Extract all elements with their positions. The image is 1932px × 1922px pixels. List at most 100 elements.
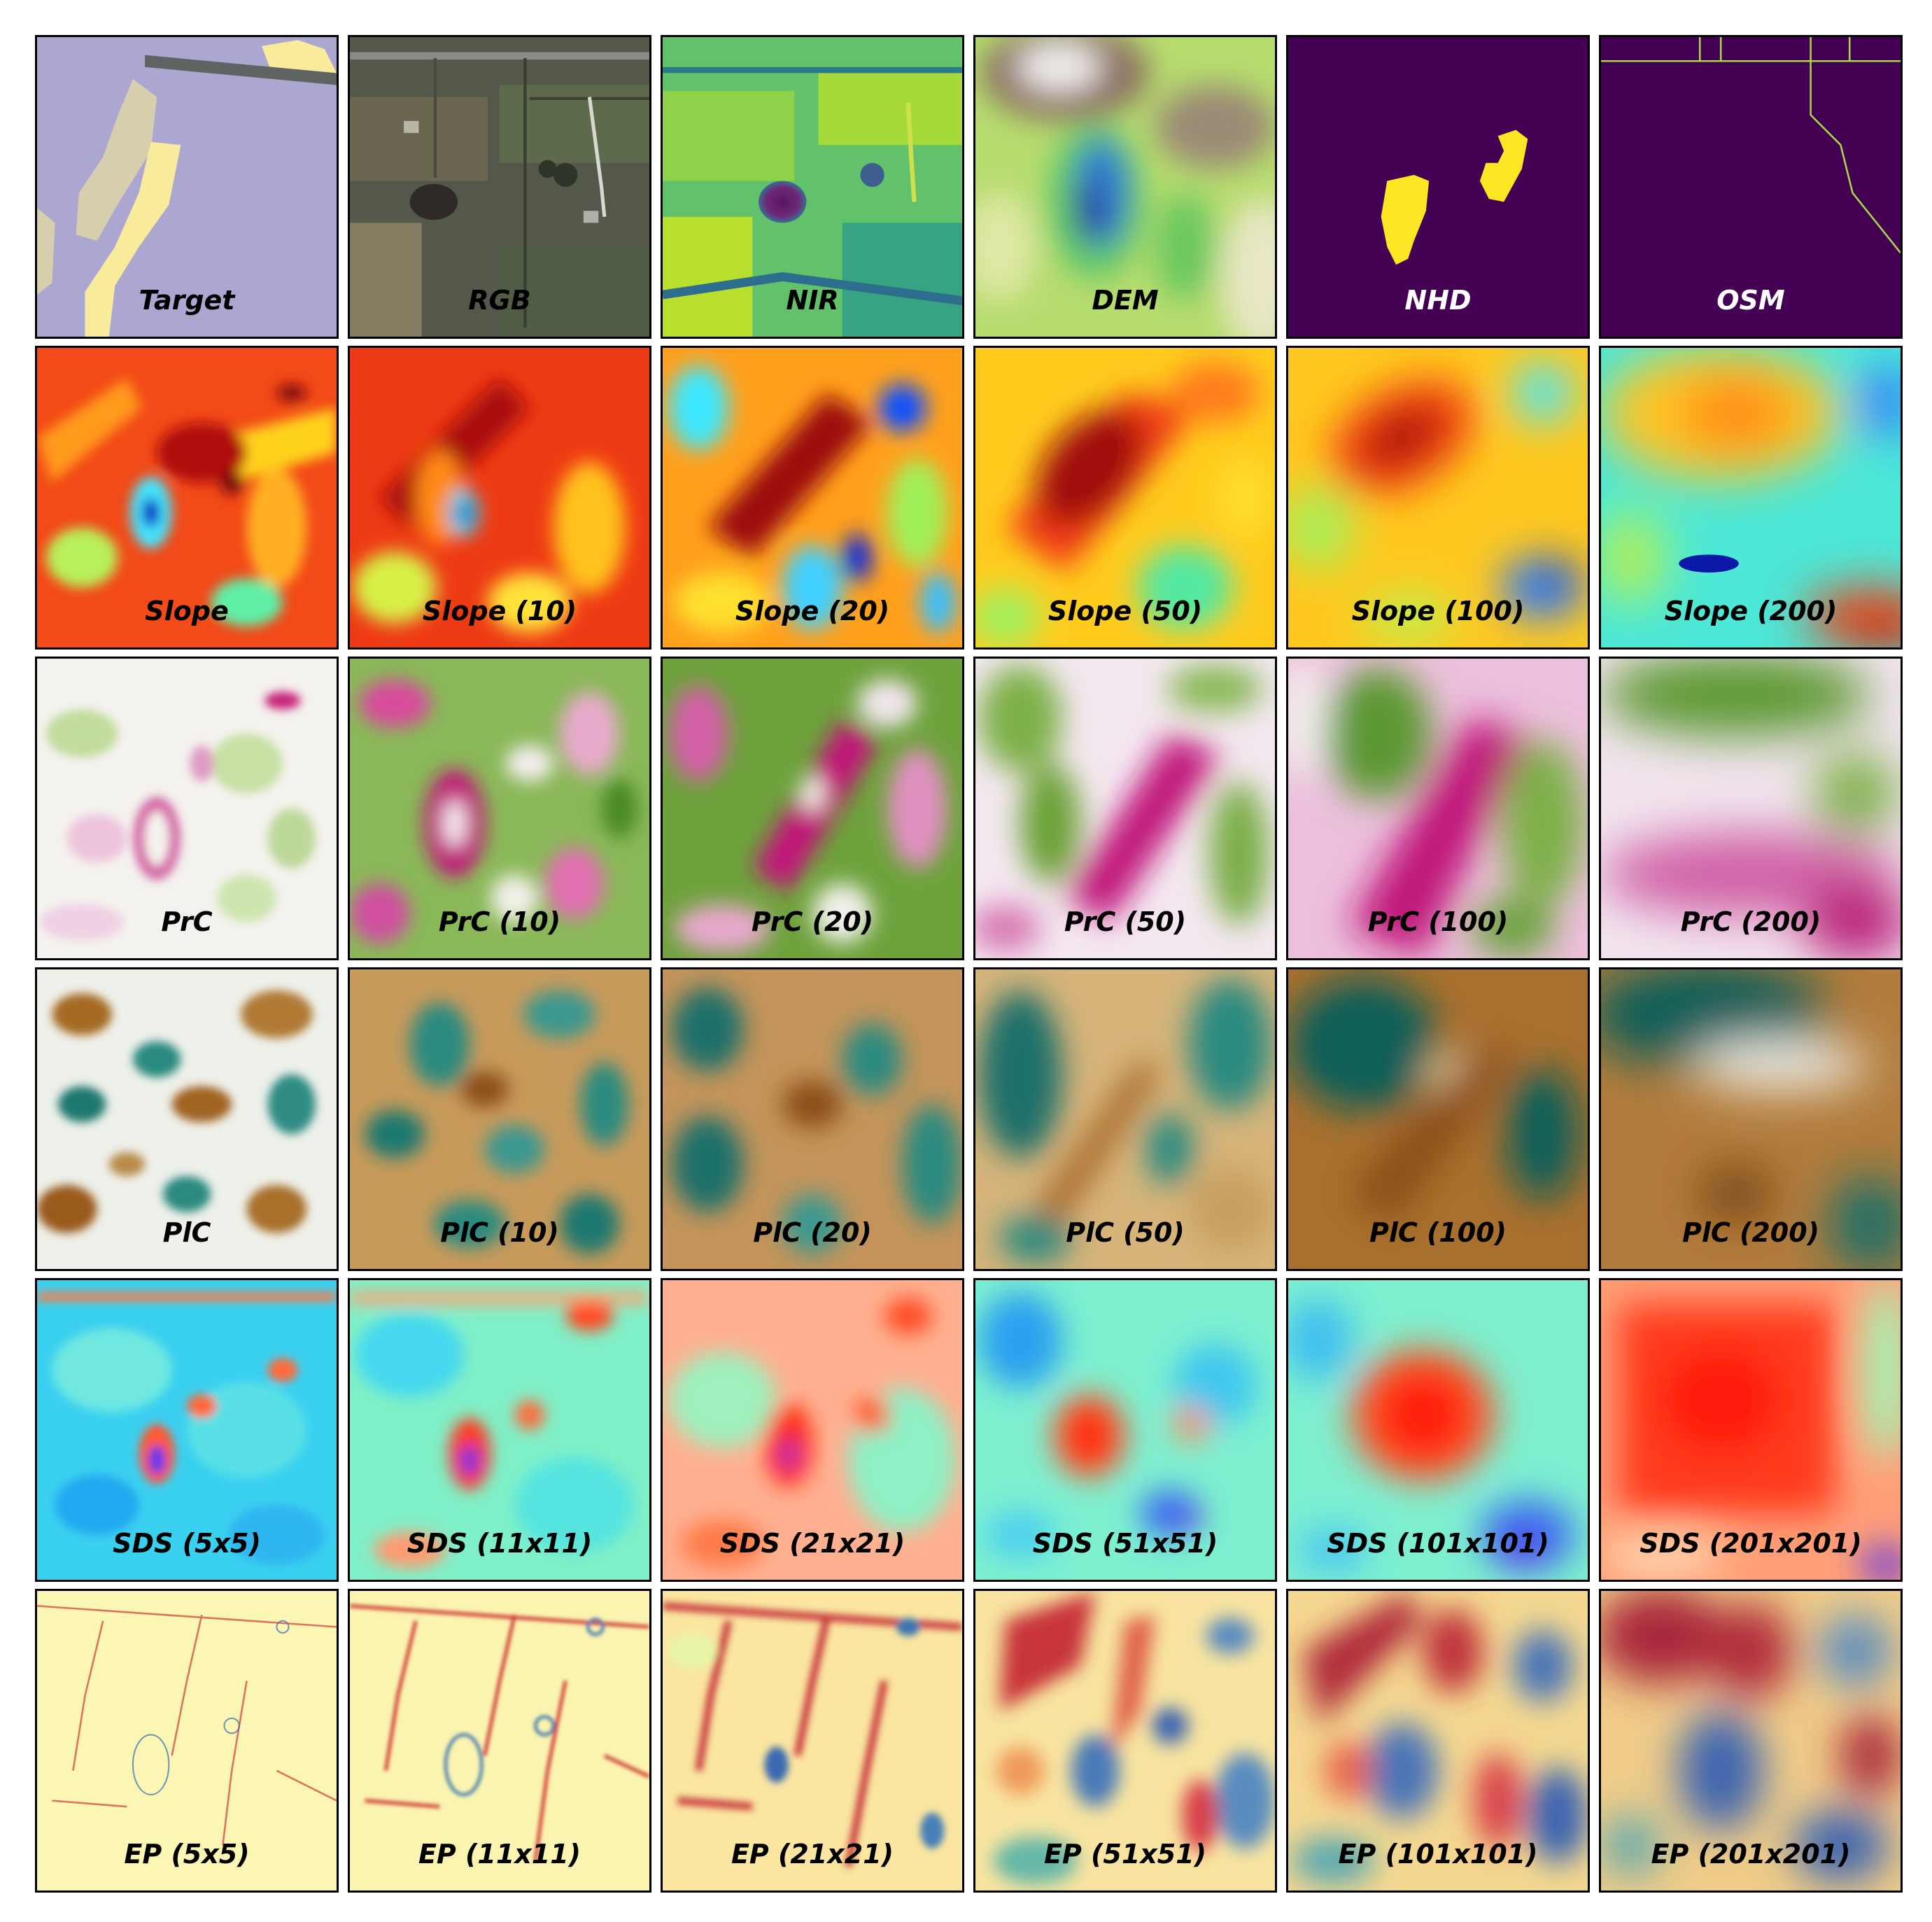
panel-sds-101x101: SDS (101x101) [1286,1278,1590,1582]
panel-label: PrC (10) [438,906,561,937]
panel-nhd: NHD [1286,35,1590,339]
panel-sds-201x201: SDS (201x201) [1599,1278,1903,1582]
panel-sds-5x5: SDS (5x5) [35,1278,339,1582]
panel-label: PlC (50) [1066,1217,1185,1248]
panel-label: SDS (201x201) [1640,1528,1862,1559]
panel-prc-100: PrC (100) [1286,657,1590,960]
panel-label: EP (201x201) [1651,1839,1851,1870]
panel-ep-101x101: EP (101x101) [1286,1589,1590,1893]
nhd-image [1288,37,1588,337]
slope-image [37,348,337,647]
nir-image [663,37,962,337]
panel-sds-51x51: SDS (51x51) [973,1278,1277,1582]
panel-label: PrC (200) [1680,906,1821,937]
slope-20-image [663,348,962,647]
panel-prc-20: PrC (20) [661,657,964,960]
panel-prc-50: PrC (50) [973,657,1277,960]
panel-sds-21x21: SDS (21x21) [661,1278,964,1582]
prc-200-image [1601,659,1901,958]
panel-label: Slope (10) [422,596,577,626]
rgb-image [350,37,649,337]
panel-label: SDS (5x5) [113,1528,261,1559]
ep-101x101-image [1288,1591,1588,1891]
sds-51x51-image [975,1280,1275,1580]
panel-plc-200: PlC (200) [1599,967,1903,1271]
panel-label: SDS (51x51) [1032,1528,1218,1559]
panel-osm: OSM [1599,35,1903,339]
panel-label: SDS (11x11) [407,1528,593,1559]
panel-slope: Slope [35,346,339,650]
ep-201x201-image [1601,1591,1901,1891]
panel-label: Target [139,285,235,316]
panel-label: EP (5x5) [124,1839,250,1870]
panel-label: PlC (10) [440,1217,559,1248]
prc-50-image [975,659,1275,958]
target-image [37,37,337,337]
panel-label: NIR [786,285,839,316]
panel-label: Slope (100) [1351,596,1525,626]
panel-label: PlC [162,1217,211,1248]
panel-label: DEM [1092,285,1159,316]
panel-target: Target [35,35,339,339]
panel-ep-21x21: EP (21x21) [661,1589,964,1893]
panel-label: OSM [1716,285,1785,316]
panel-slope-20: Slope (20) [661,346,964,650]
panel-plc-20: PlC (20) [661,967,964,1271]
slope-200-image [1601,348,1901,647]
panel-label: SDS (21x21) [719,1528,905,1559]
panel-label: PrC (50) [1064,906,1187,937]
panel-label: Slope (50) [1048,596,1203,626]
plc-10-image [350,969,649,1269]
panel-label: PrC (20) [751,906,874,937]
panel-sds-11x11: SDS (11x11) [348,1278,651,1582]
panel-plc-50: PlC (50) [973,967,1277,1271]
panel-dem: DEM [973,35,1277,339]
panel-label: PlC (100) [1369,1217,1507,1248]
panel-label: PrC (100) [1367,906,1509,937]
sds-5x5-image [37,1280,337,1580]
panel-nir: NIR [661,35,964,339]
panel-prc-10: PrC (10) [348,657,651,960]
panel-ep-51x51: EP (51x51) [973,1589,1277,1893]
panel-ep-201x201: EP (201x201) [1599,1589,1903,1893]
panel-slope-50: Slope (50) [973,346,1277,650]
slope-100-image [1288,348,1588,647]
panel-label: PlC (20) [753,1217,872,1248]
sds-101x101-image [1288,1280,1588,1580]
panel-label: RGB [468,285,531,316]
panel-ep-5x5: EP (5x5) [35,1589,339,1893]
panel-label: EP (21x21) [731,1839,894,1870]
panel-label: EP (51x51) [1043,1839,1207,1870]
panel-plc: PlC [35,967,339,1271]
prc-20-image [663,659,962,958]
ep-11x11-image [350,1591,649,1891]
panel-label: Slope (200) [1664,596,1838,626]
panel-slope-100: Slope (100) [1286,346,1590,650]
ep-51x51-image [975,1591,1275,1891]
panel-prc: PrC [35,657,339,960]
plc-200-image [1601,969,1901,1269]
panel-plc-10: PlC (10) [348,967,651,1271]
prc-image [37,659,337,958]
panel-ep-11x11: EP (11x11) [348,1589,651,1893]
panel-label: PrC [161,906,213,937]
osm-image [1601,37,1901,337]
figure-grid: Target RGB [35,35,1903,1893]
sds-201x201-image [1601,1280,1901,1580]
panel-prc-200: PrC (200) [1599,657,1903,960]
plc-image [37,969,337,1269]
plc-50-image [975,969,1275,1269]
panel-label: NHD [1404,285,1472,316]
panel-label: EP (11x11) [418,1839,581,1870]
prc-10-image [350,659,649,958]
slope-10-image [350,348,649,647]
slope-50-image [975,348,1275,647]
panel-label: PlC (200) [1681,1217,1820,1248]
sds-21x21-image [663,1280,962,1580]
plc-20-image [663,969,962,1269]
panel-label: EP (101x101) [1338,1839,1538,1870]
ep-21x21-image [663,1591,962,1891]
ep-5x5-image [37,1591,337,1891]
dem-image [975,37,1275,337]
panel-slope-10: Slope (10) [348,346,651,650]
